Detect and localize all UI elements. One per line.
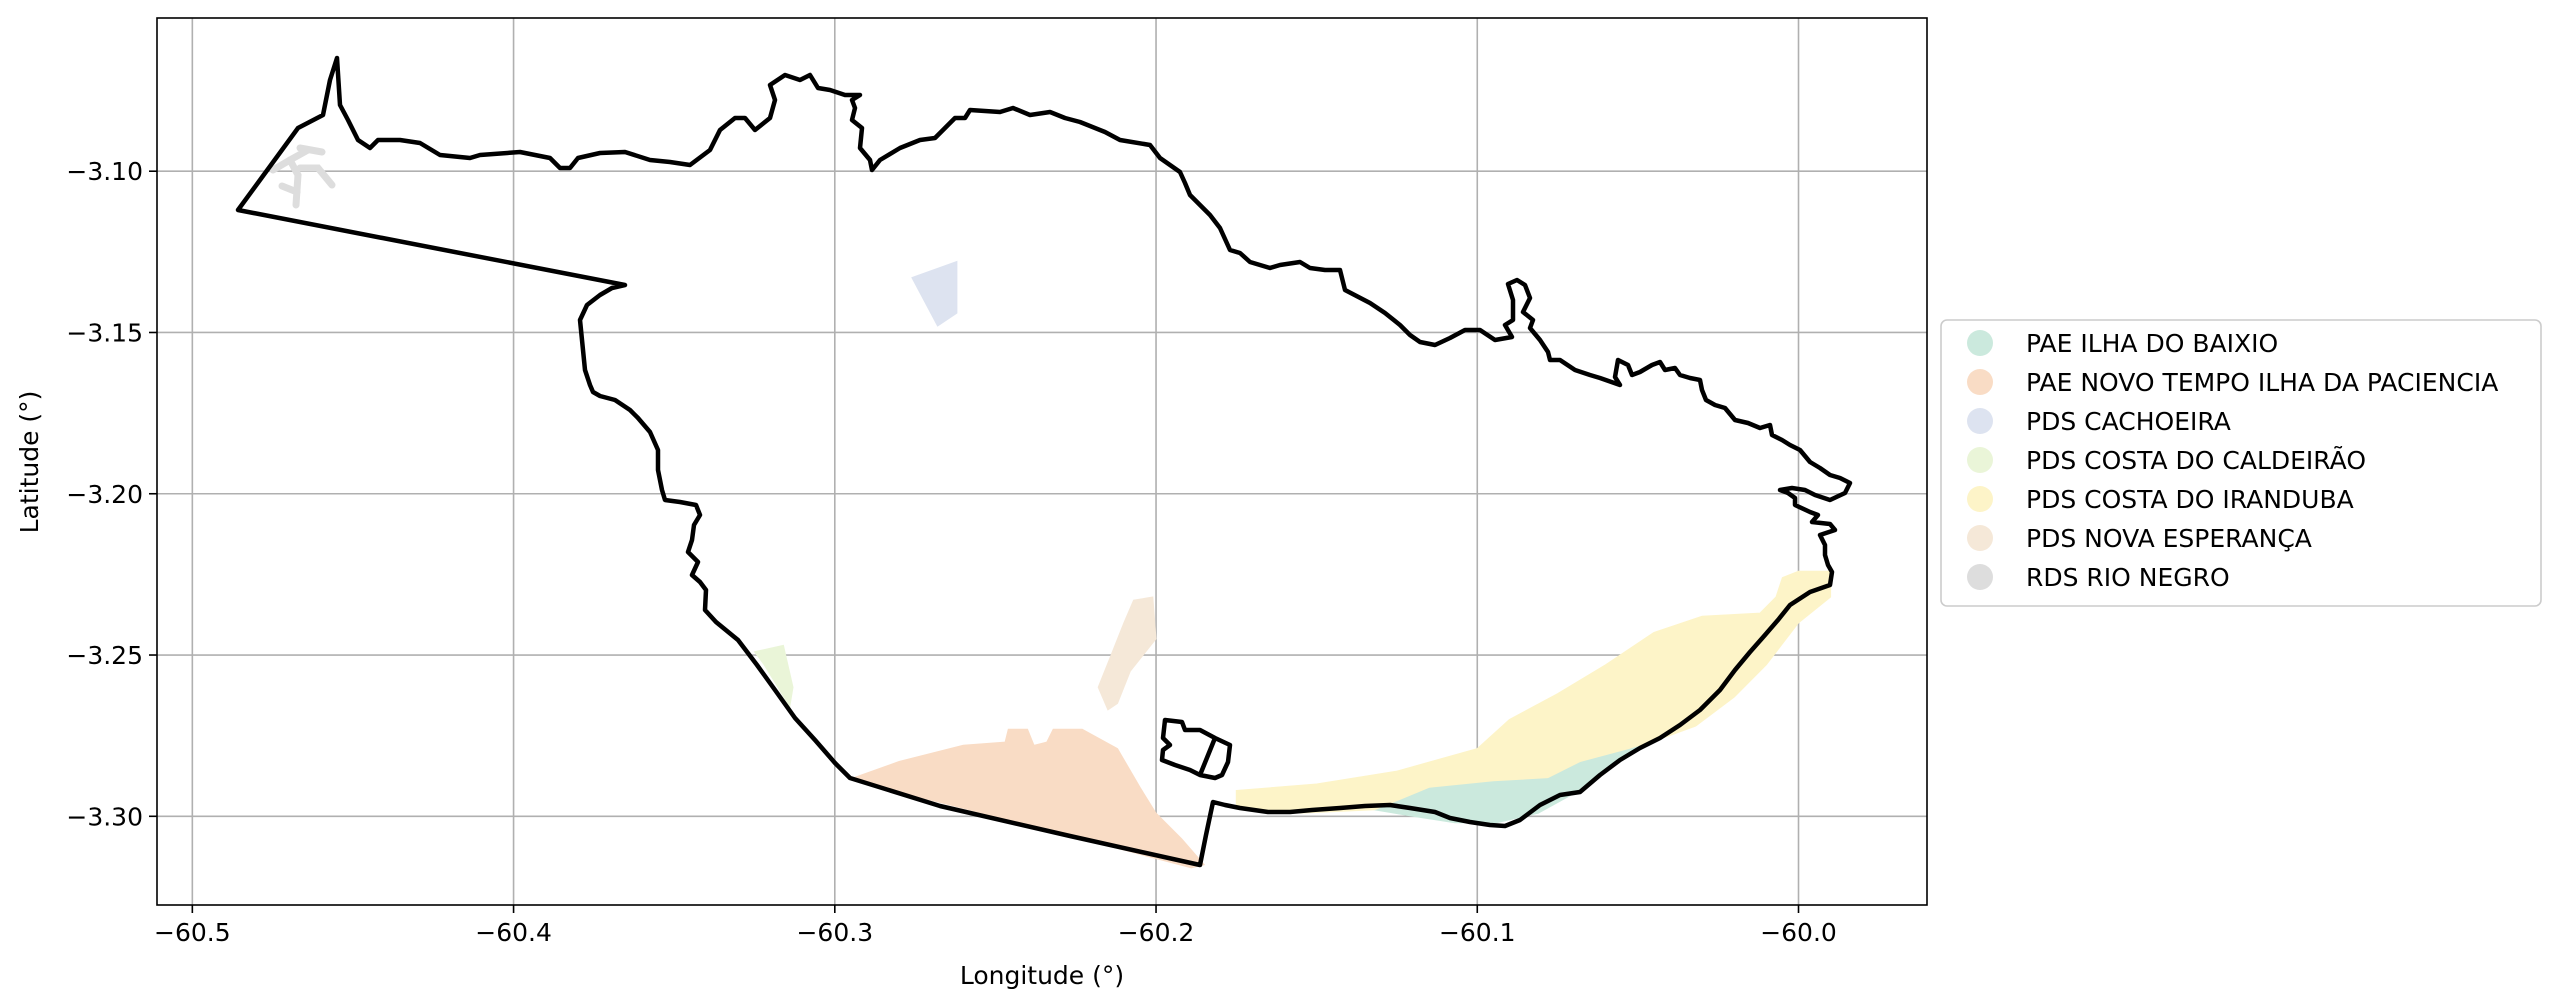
y-tick: −3.15 (66, 318, 157, 347)
plot-area (157, 18, 1927, 905)
x-tick: −60.0 (1760, 905, 1837, 947)
x-tick: −60.5 (154, 905, 231, 947)
x-tick-label: −60.1 (1439, 918, 1516, 947)
x-axis: −60.5 −60.4 −60.3 −60.2 −60.1 −60.0 Long… (154, 905, 1837, 990)
x-tick: −60.3 (796, 905, 873, 947)
x-tick-label: −60.3 (796, 918, 873, 947)
y-tick-label: −3.30 (66, 802, 143, 831)
x-axis-title: Longitude (°) (960, 961, 1124, 990)
legend-label: PDS NOVA ESPERANÇA (2026, 524, 2312, 553)
x-tick-label: −60.4 (475, 918, 552, 947)
legend-label: PAE NOVO TEMPO ILHA DA PACIENCIA (2026, 368, 2498, 397)
x-tick-label: −60.5 (154, 918, 231, 947)
y-tick-label: −3.15 (66, 318, 143, 347)
legend: PAE ILHA DO BAIXIO PAE NOVO TEMPO ILHA D… (1941, 320, 2541, 606)
rds-rio-negro-streak (300, 148, 322, 152)
x-tick: −60.4 (475, 905, 552, 947)
x-tick-label: −60.2 (1118, 918, 1195, 947)
y-tick: −3.30 (66, 802, 157, 831)
legend-swatch (1967, 564, 1993, 590)
legend-swatch (1967, 447, 1993, 473)
y-axis: −3.10 −3.15 −3.20 −3.25 −3.30 Latitude (… (15, 157, 157, 831)
legend-label: PDS COSTA DO IRANDUBA (2026, 485, 2354, 514)
legend-label: PAE ILHA DO BAIXIO (2026, 329, 2278, 358)
x-tick: −60.2 (1118, 905, 1195, 947)
y-tick: −3.10 (66, 157, 157, 186)
y-tick: −3.25 (66, 641, 157, 670)
x-tick: −60.1 (1439, 905, 1516, 947)
legend-item: PDS COSTA DO CALDEIRÃO (1967, 445, 2366, 475)
legend-label: RDS RIO NEGRO (2026, 563, 2230, 592)
legend-label: PDS CACHOEIRA (2026, 407, 2231, 436)
y-tick: −3.20 (66, 480, 157, 509)
legend-swatch (1967, 525, 1993, 551)
y-tick-label: −3.20 (66, 480, 143, 509)
y-tick-label: −3.10 (66, 157, 143, 186)
legend-swatch (1967, 408, 1993, 434)
legend-item: PAE NOVO TEMPO ILHA DA PACIENCIA (1967, 368, 2498, 397)
legend-label: PDS COSTA DO CALDEIRÃO (2026, 445, 2366, 475)
legend-swatch (1967, 330, 1993, 356)
y-tick-label: −3.25 (66, 641, 143, 670)
legend-swatch (1967, 486, 1993, 512)
y-axis-title: Latitude (°) (15, 391, 44, 534)
x-tick-label: −60.0 (1760, 918, 1837, 947)
legend-swatch (1967, 369, 1993, 395)
